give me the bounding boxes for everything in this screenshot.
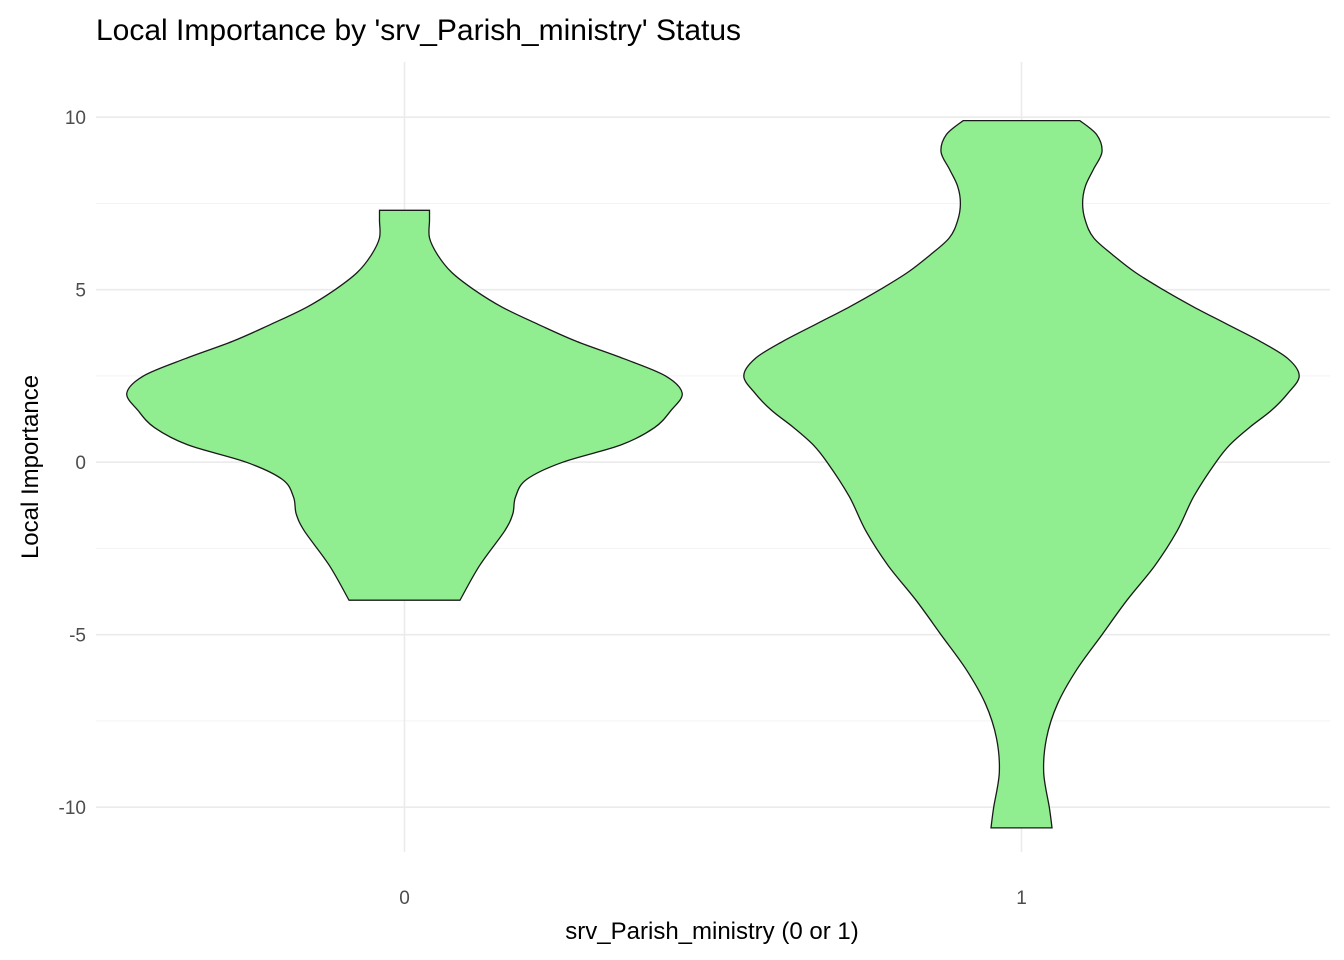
- y-tick-label: 0: [75, 453, 86, 474]
- y-tick-label: -10: [59, 798, 86, 819]
- x-axis-title: srv_Parish_ministry (0 or 1): [565, 918, 858, 945]
- x-tick-label: 0: [399, 888, 410, 909]
- y-tick-label: -5: [69, 626, 86, 647]
- violin-1: [743, 119, 1300, 829]
- y-tick-label: 10: [65, 108, 86, 129]
- y-tick-label: 5: [75, 281, 86, 302]
- violin-0: [126, 209, 683, 601]
- axis-ticks: -10 -5 0 5 10 0 1: [59, 108, 1027, 909]
- chart-title: Local Importance by 'srv_Parish_ministry…: [96, 14, 741, 47]
- x-tick-label: 1: [1016, 888, 1027, 909]
- y-axis-title: Local Importance: [17, 375, 44, 559]
- violins: [126, 119, 1300, 829]
